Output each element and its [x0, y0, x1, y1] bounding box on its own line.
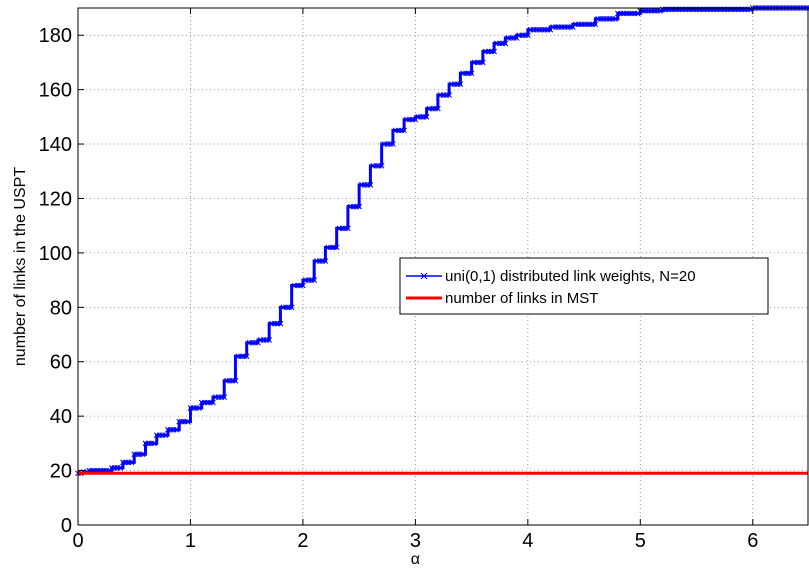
x-tick-label: 4	[522, 530, 533, 552]
legend-entries: uni(0,1) distributed link weights, N=20 n…	[406, 268, 696, 307]
data-point	[356, 203, 363, 210]
data-point	[657, 7, 663, 14]
plot-frame	[77, 7, 809, 526]
y-axis-label: number of links in the USPT	[12, 167, 29, 366]
y-tick-label: 180	[39, 25, 72, 47]
data-point	[139, 451, 146, 458]
data-point	[232, 377, 239, 384]
data-point	[162, 432, 169, 439]
x-tick-label: 2	[297, 530, 308, 552]
y-tick-label: 140	[39, 134, 72, 156]
data-point	[128, 459, 135, 466]
y-tick-label: 120	[39, 188, 72, 210]
data-point	[151, 440, 157, 447]
series-layer	[75, 5, 809, 477]
y-tick-label: 100	[39, 243, 72, 265]
data-point	[491, 48, 497, 55]
data-point	[266, 337, 273, 343]
data-point	[277, 320, 284, 327]
x-tick-label: 1	[185, 530, 196, 552]
legend-label: uni(0,1) distributed link weights, N=20	[445, 268, 696, 285]
data-point	[524, 32, 531, 39]
data-point	[243, 353, 250, 360]
x-tick-label: 0	[72, 530, 83, 552]
y-tick-label: 80	[50, 297, 72, 319]
data-point	[221, 394, 228, 400]
data-point	[173, 426, 180, 433]
axis-ticks	[77, 8, 754, 526]
data-point	[196, 405, 202, 411]
legend-box	[399, 257, 769, 315]
y-tick-label: 0	[61, 515, 72, 537]
data-point	[378, 162, 385, 169]
x-axis-label: α	[411, 551, 420, 568]
data-point	[322, 258, 329, 264]
series-line-uniform-weights	[78, 6, 809, 475]
data-point	[612, 16, 618, 22]
data-point	[117, 465, 124, 471]
y-tick-label: 20	[50, 461, 72, 483]
data-point	[468, 70, 475, 77]
data-point	[288, 304, 295, 311]
data-point	[300, 282, 306, 289]
y-tick-label: 40	[50, 406, 72, 428]
data-point	[184, 418, 191, 425]
data-point	[806, 5, 809, 11]
data-point	[367, 182, 374, 188]
data-point	[423, 113, 430, 120]
x-tick-label: 3	[410, 530, 421, 552]
data-point	[345, 225, 351, 232]
data-point	[390, 141, 396, 147]
y-tick-label: 160	[39, 80, 72, 102]
data-point	[480, 59, 486, 66]
legend: uni(0,1) distributed link weights, N=20 n…	[399, 257, 769, 315]
data-point	[311, 277, 318, 283]
x-tick-label: 6	[747, 530, 758, 552]
data-point	[592, 21, 599, 28]
y-tick-label: 60	[50, 352, 72, 374]
data-point	[210, 399, 216, 406]
data-point	[401, 127, 407, 134]
data-point	[435, 105, 441, 112]
legend-marker	[420, 272, 428, 280]
data-point	[502, 40, 509, 47]
legend-label: number of links in MST	[445, 290, 598, 307]
x-tick-label: 5	[635, 530, 646, 552]
data-point	[446, 92, 452, 98]
data-point	[457, 81, 464, 88]
data-point	[333, 244, 340, 251]
